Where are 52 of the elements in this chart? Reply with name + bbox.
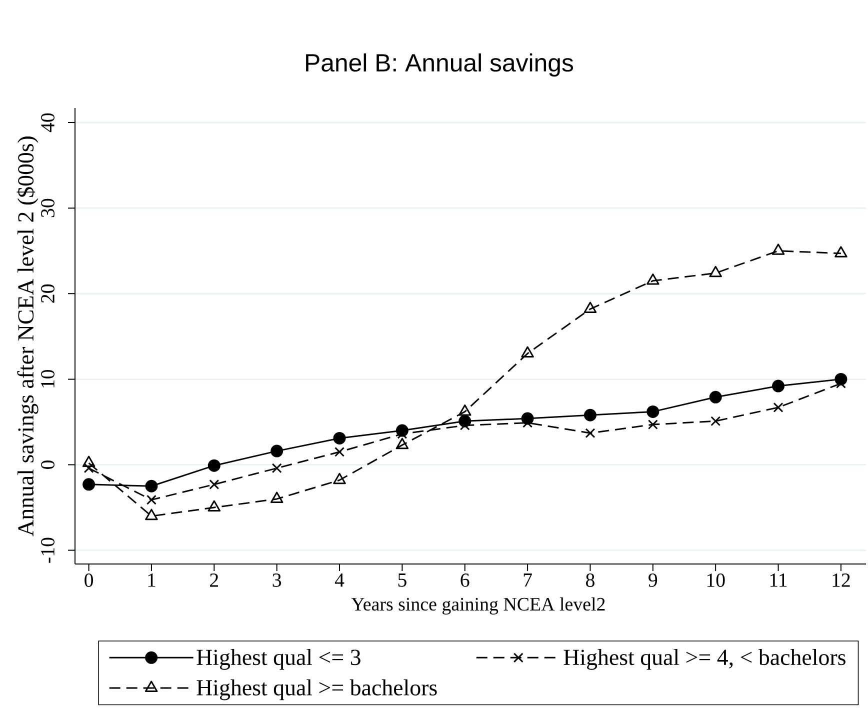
point bbox=[84, 463, 94, 474]
point bbox=[585, 428, 596, 438]
point bbox=[710, 416, 721, 426]
point bbox=[584, 408, 596, 422]
y-tick-label: 0 bbox=[41, 460, 54, 469]
x-tick-label: 8 bbox=[586, 574, 594, 587]
y-axis-title: Annual savings after NCEA level 2 ($000s) bbox=[16, 136, 38, 536]
point bbox=[209, 479, 220, 490]
x-tick-label: 11 bbox=[770, 574, 787, 587]
point bbox=[82, 478, 96, 491]
point bbox=[458, 404, 472, 416]
point bbox=[396, 438, 409, 450]
chart-title: Panel B: Annual savings bbox=[306, 53, 574, 77]
x-tick-label: 9 bbox=[648, 574, 658, 587]
x-tick-label: 0 bbox=[84, 574, 94, 587]
point bbox=[834, 246, 848, 258]
point bbox=[208, 459, 220, 472]
point bbox=[646, 274, 660, 285]
x-tick-label: 5 bbox=[398, 574, 406, 587]
x-tick-label: 4 bbox=[334, 574, 344, 587]
x-tick-label: 12 bbox=[832, 574, 850, 587]
x-tick-label: 3 bbox=[272, 574, 282, 587]
point bbox=[709, 390, 722, 404]
legend-label: Highest qual >= 4, < bachelors bbox=[564, 648, 846, 670]
point bbox=[772, 244, 785, 255]
x-tick-label: 6 bbox=[460, 574, 470, 587]
y-tick-label: 20 bbox=[41, 284, 54, 303]
legend-label: Highest qual <= 3 bbox=[196, 648, 360, 670]
x-tick-label: 2 bbox=[210, 574, 218, 587]
y-tick-label: 40 bbox=[41, 113, 54, 132]
point bbox=[773, 402, 784, 412]
x-tick-label: 7 bbox=[524, 574, 532, 587]
y-tick-label: 30 bbox=[41, 198, 54, 218]
y-tick-label: -10 bbox=[41, 538, 54, 563]
point bbox=[709, 266, 722, 278]
point bbox=[772, 380, 785, 392]
point bbox=[584, 302, 597, 314]
point bbox=[145, 480, 158, 492]
point bbox=[272, 463, 282, 474]
point bbox=[146, 494, 156, 505]
x-axis-title: Years since gaining NCEA level2 bbox=[351, 597, 605, 615]
point bbox=[333, 432, 346, 444]
point bbox=[82, 456, 96, 468]
point bbox=[646, 405, 660, 418]
legend-label: Highest qual >= bachelors bbox=[196, 679, 437, 700]
point bbox=[270, 444, 284, 458]
y-tick-label: 10 bbox=[41, 370, 54, 388]
x-tick-label: 1 bbox=[148, 574, 156, 587]
x-tick-label: 10 bbox=[707, 574, 725, 587]
point bbox=[648, 420, 658, 430]
point bbox=[521, 346, 534, 358]
point bbox=[334, 446, 345, 457]
